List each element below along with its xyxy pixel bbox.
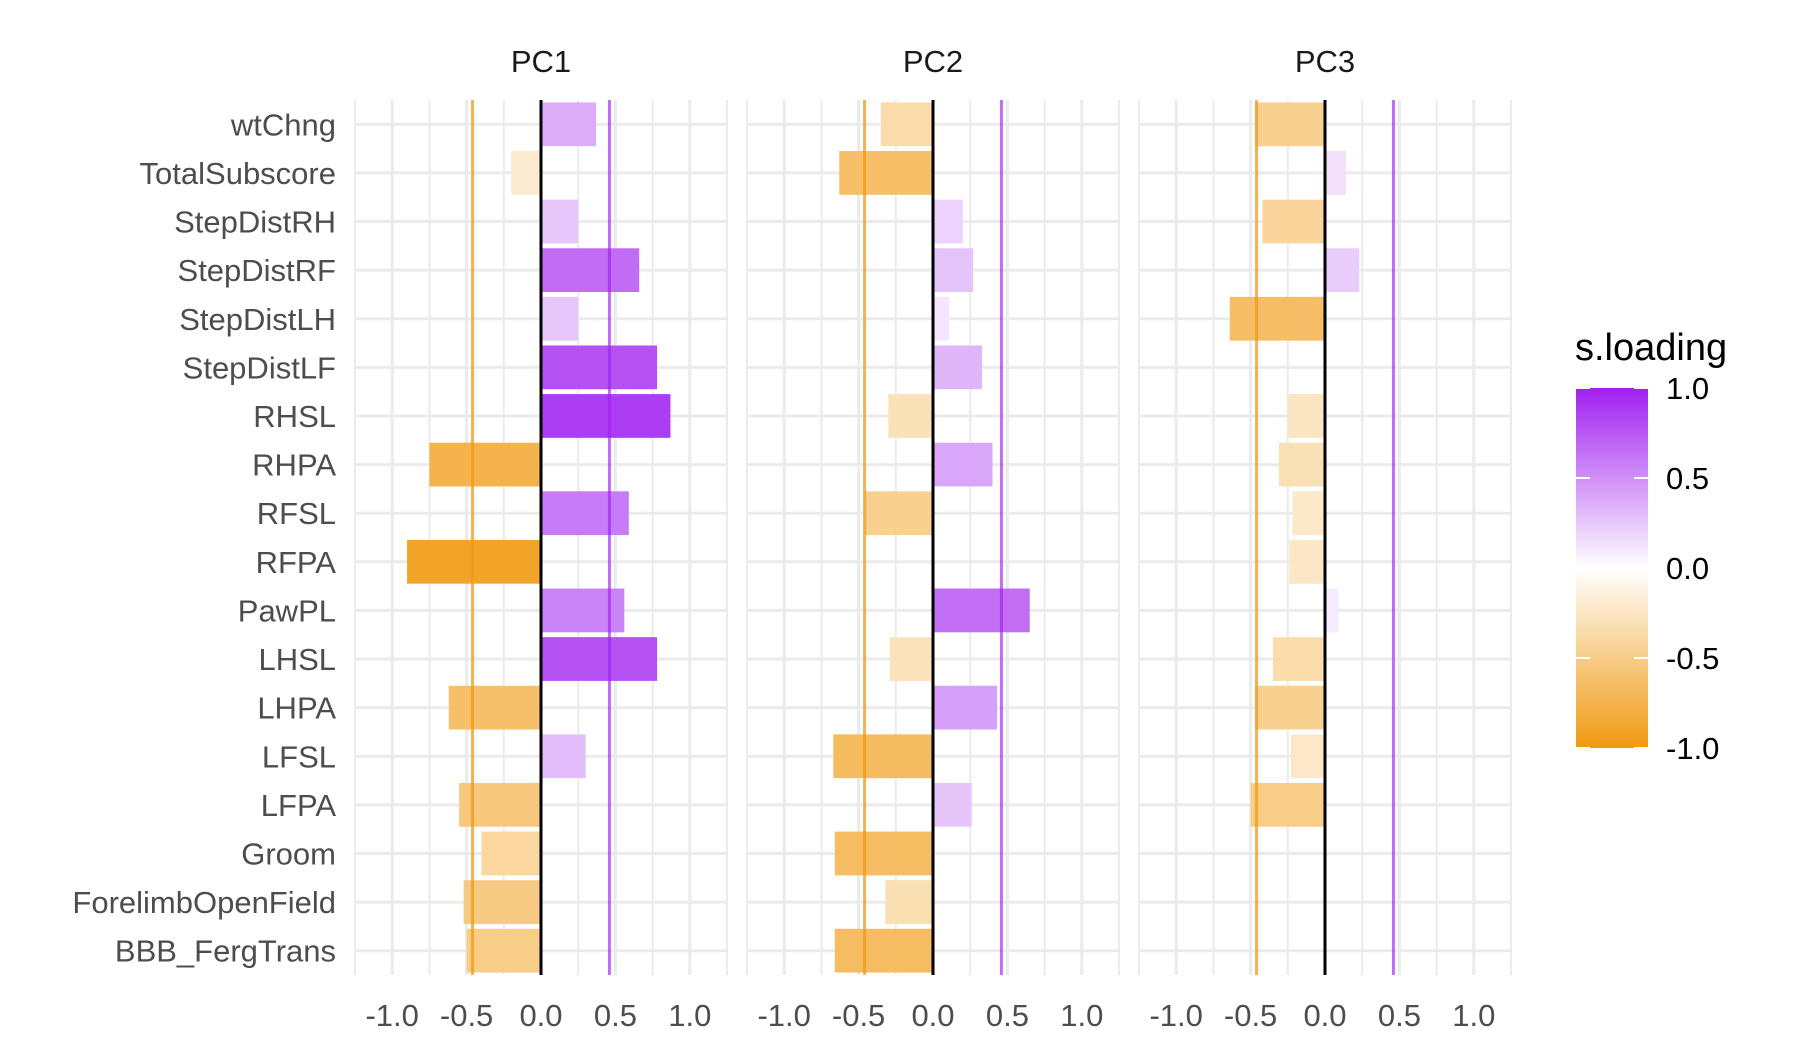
x-tick-label: 1.0 bbox=[1060, 998, 1103, 1033]
bar-pc2-wtchng bbox=[880, 102, 933, 147]
y-tick-label: RHPA bbox=[252, 448, 336, 483]
bar-pc1-lhsl bbox=[541, 637, 658, 681]
legend: s.loading 1.0 0.5 0.0 -0.5 -1.0 bbox=[1575, 327, 1727, 766]
bar-pc2-pawpl bbox=[933, 588, 1030, 633]
bar-pc2-lhpa bbox=[933, 685, 997, 730]
facet-label-pc3: PC3 bbox=[1295, 44, 1355, 79]
facet-label-pc1: PC1 bbox=[511, 44, 571, 79]
bar-pc2-totalsubscore bbox=[839, 151, 933, 195]
bar-pc1-wtchng bbox=[541, 102, 597, 147]
x-tick-label: -0.5 bbox=[440, 998, 493, 1033]
legend-label: -1.0 bbox=[1666, 731, 1719, 766]
y-tick-label: RFPA bbox=[256, 545, 337, 580]
y-tick-label: LHPA bbox=[257, 691, 336, 726]
bar-pc2-lfpa bbox=[933, 782, 972, 827]
legend-title: s.loading bbox=[1575, 327, 1727, 369]
bar-pc1-stepdistrf bbox=[541, 248, 640, 293]
facet-panels: PC1 -1.0 -0.5 0.0 0.5 1.0 PC2 -1.0 -0.5 0.0 0.5 1.0… bbox=[72, 44, 1512, 1033]
bar-pc3-stepdistrf bbox=[1325, 248, 1360, 293]
legend-label: 0.0 bbox=[1666, 551, 1709, 586]
y-tick-label: RHSL bbox=[253, 399, 336, 434]
bar-pc3-wtchng bbox=[1255, 102, 1325, 147]
y-tick-label: StepDistLH bbox=[179, 302, 336, 337]
y-tick-label: StepDistRF bbox=[178, 253, 336, 288]
bar-pc2-rfsl bbox=[864, 491, 933, 536]
legend-label: -0.5 bbox=[1666, 641, 1719, 676]
bar-pc2-stepdistlf bbox=[933, 345, 983, 390]
bar-pc1-rhpa bbox=[429, 442, 541, 487]
bar-pc3-totalsubscore bbox=[1325, 151, 1346, 195]
x-tick-label: 1.0 bbox=[1452, 998, 1495, 1033]
bar-pc3-stepdistlh bbox=[1229, 296, 1325, 341]
facet-label-pc2: PC2 bbox=[903, 44, 963, 79]
bar-pc3-stepdistrh bbox=[1262, 199, 1325, 244]
panel-pc1: PC1 -1.0 -0.5 0.0 0.5 1.0 bbox=[354, 44, 728, 1033]
y-tick-label: LHSL bbox=[258, 642, 336, 677]
bar-pc3-rfpa bbox=[1289, 539, 1325, 584]
x-tick-label: 1.0 bbox=[668, 998, 711, 1033]
panel-pc3: PC3 -1.0 -0.5 0.0 0.5 1.0 bbox=[1138, 44, 1512, 1033]
bar-pc3-rhpa bbox=[1278, 442, 1325, 487]
bar-pc1-bbb_fergtrans bbox=[466, 928, 541, 973]
bar-pc1-groom bbox=[481, 831, 541, 876]
y-tick-label: wtChng bbox=[230, 107, 336, 142]
bar-pc1-rhsl bbox=[541, 394, 671, 438]
bar-pc2-lfsl bbox=[833, 734, 933, 779]
bar-pc1-stepdistrh bbox=[541, 199, 579, 244]
bar-pc1-lfsl bbox=[541, 734, 586, 779]
legend-labels: 1.0 0.5 0.0 -0.5 -1.0 bbox=[1576, 371, 1719, 766]
x-tick-label: 0.5 bbox=[1378, 998, 1421, 1033]
x-tick-label: 0.5 bbox=[986, 998, 1029, 1033]
bar-pc2-rhpa bbox=[933, 442, 993, 487]
y-tick-label: StepDistLF bbox=[183, 350, 336, 385]
y-tick-label: PawPL bbox=[238, 593, 336, 628]
bar-pc2-stepdistrh bbox=[933, 199, 963, 244]
bar-pc3-lhsl bbox=[1272, 637, 1325, 681]
x-tick-label: -1.0 bbox=[365, 998, 418, 1033]
x-tick-label: 0.0 bbox=[911, 998, 954, 1033]
y-tick-label: ForelimbOpenField bbox=[72, 885, 336, 920]
y-tick-label: TotalSubscore bbox=[140, 156, 336, 191]
bar-pc2-lhsl bbox=[889, 637, 933, 681]
bar-pc3-lhpa bbox=[1255, 685, 1325, 730]
bar-pc1-forelimbopenfield bbox=[463, 880, 541, 924]
x-tick-label: -1.0 bbox=[1149, 998, 1202, 1033]
panel-pc2: PC2 -1.0 -0.5 0.0 0.5 1.0 bbox=[746, 44, 1120, 1033]
bar-pc2-rhsl bbox=[888, 394, 933, 438]
bar-pc3-pawpl bbox=[1325, 588, 1339, 633]
x-tick-label: 0.5 bbox=[594, 998, 637, 1033]
bar-pc2-forelimbopenfield bbox=[885, 880, 933, 924]
bar-pc2-stepdistlh bbox=[933, 296, 950, 341]
y-tick-label: BBB_FergTrans bbox=[115, 934, 336, 969]
x-tick-label: -0.5 bbox=[832, 998, 885, 1033]
bar-pc1-stepdistlf bbox=[541, 345, 658, 390]
bar-pc2-bbb_fergtrans bbox=[834, 928, 933, 973]
x-tick-label: -0.5 bbox=[1224, 998, 1277, 1033]
y-tick-label: LFPA bbox=[261, 788, 337, 823]
bar-pc3-lfpa bbox=[1250, 782, 1325, 827]
y-tick-label: Groom bbox=[241, 836, 336, 871]
legend-label: 1.0 bbox=[1666, 371, 1709, 406]
x-tick-label: 0.0 bbox=[1303, 998, 1346, 1033]
x-tick-label: 0.0 bbox=[519, 998, 562, 1033]
legend-label: 0.5 bbox=[1666, 461, 1709, 496]
y-tick-label: LFSL bbox=[262, 739, 336, 774]
y-axis-labels: wtChng TotalSubscore StepDistRH StepDistRF S… bbox=[72, 107, 336, 968]
bar-pc3-rfsl bbox=[1292, 491, 1325, 536]
bar-pc3-lfsl bbox=[1290, 734, 1325, 779]
bar-pc1-stepdistlh bbox=[541, 296, 579, 341]
bar-pc3-rhsl bbox=[1287, 394, 1325, 438]
bar-pc2-stepdistrf bbox=[933, 248, 974, 293]
bar-pc1-totalsubscore bbox=[511, 151, 541, 195]
bar-pc1-rfsl bbox=[541, 491, 629, 536]
bar-pc1-pawpl bbox=[541, 588, 625, 633]
x-tick-label: -1.0 bbox=[757, 998, 810, 1033]
y-tick-label: RFSL bbox=[257, 496, 336, 531]
y-tick-label: StepDistRH bbox=[174, 205, 336, 240]
bar-pc2-groom bbox=[834, 831, 933, 876]
bar-pc1-lhpa bbox=[448, 685, 541, 730]
